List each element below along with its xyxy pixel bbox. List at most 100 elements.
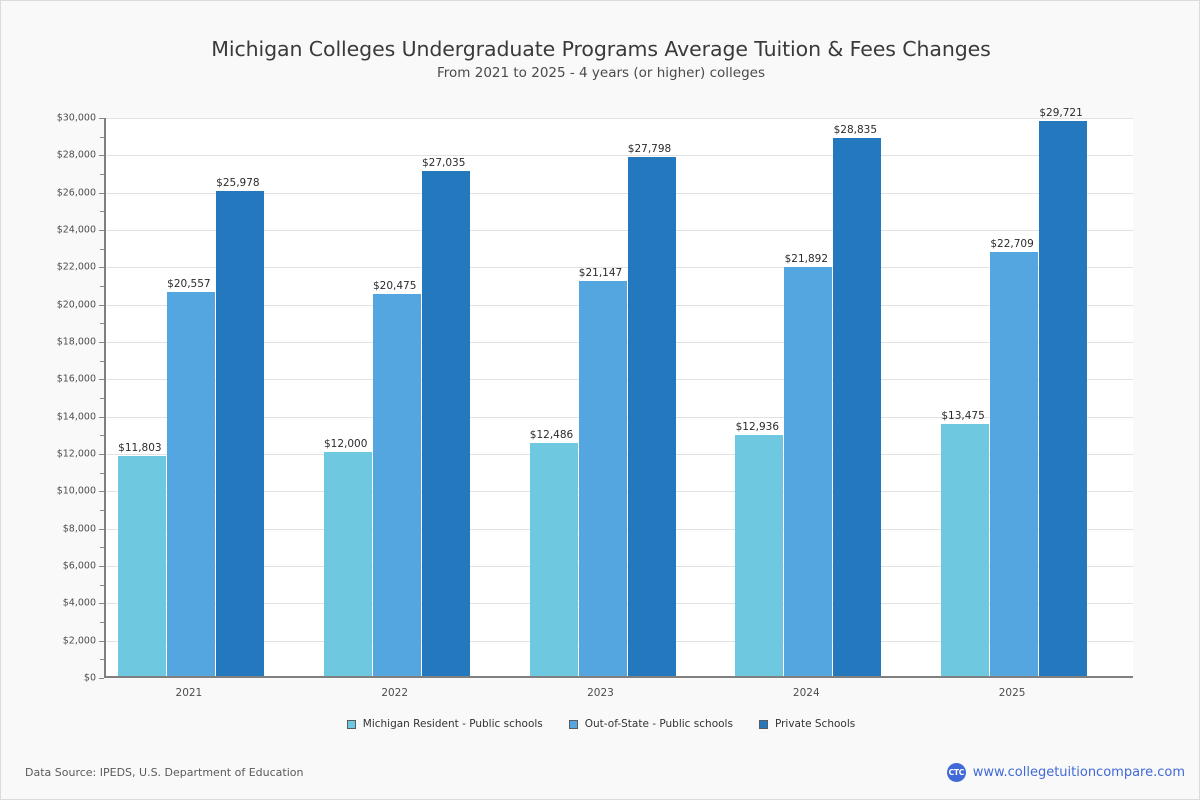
bar-value-label: $20,557 — [167, 278, 211, 291]
legend-label: Private Schools — [774, 718, 856, 730]
y-axis-tick — [99, 640, 104, 642]
y-axis-minor-tick — [100, 547, 104, 549]
x-axis-tick-label: 2024 — [792, 687, 820, 699]
y-axis-minor-tick — [100, 622, 104, 623]
y-axis-minor-tick — [100, 659, 104, 661]
page-subtitle: From 2021 to 2025 - 4 years (or higher) … — [437, 65, 765, 81]
y-axis-tick — [99, 491, 104, 493]
y-axis-tick-label: $8,000 — [62, 523, 96, 535]
legend-swatch-icon — [758, 719, 768, 729]
y-axis-tick — [99, 379, 104, 381]
bar[interactable] — [117, 455, 166, 676]
bar[interactable] — [421, 171, 470, 676]
legend-item[interactable]: Private Schools — [758, 718, 856, 730]
bar[interactable] — [627, 157, 676, 676]
bar[interactable] — [784, 267, 833, 676]
bar[interactable] — [578, 281, 627, 676]
y-axis-tick — [99, 528, 104, 530]
y-axis-tick — [99, 230, 104, 231]
legend-item[interactable]: Out-of-State - Public schools — [568, 718, 733, 730]
y-axis-tick — [99, 118, 104, 119]
y-axis-tick — [99, 342, 104, 343]
gridline — [106, 155, 1133, 157]
bar-value-label: $12,936 — [735, 420, 779, 433]
page-title: Michigan Colleges Undergraduate Programs… — [211, 37, 991, 61]
bar-value-label: $27,035 — [421, 157, 466, 170]
y-axis-tick-label: $20,000 — [56, 299, 96, 311]
y-axis-minor-tick — [100, 510, 104, 511]
x-axis-tick-label: 2025 — [998, 687, 1026, 699]
bar-value-label: $11,803 — [118, 441, 162, 454]
y-axis-minor-tick — [100, 584, 104, 586]
bar[interactable] — [1039, 121, 1088, 676]
y-axis-minor-tick — [100, 136, 104, 138]
bar[interactable] — [735, 434, 784, 676]
legend-label: Out-of-State - Public schools — [584, 718, 733, 730]
y-axis-tick-label: $22,000 — [56, 261, 96, 273]
y-axis-minor-tick — [100, 398, 104, 399]
bar-value-label: $12,486 — [529, 428, 574, 441]
gridline — [106, 192, 1133, 194]
y-axis-tick — [99, 304, 104, 306]
y-axis-tick — [99, 603, 104, 605]
y-axis-tick-label: $10,000 — [56, 485, 96, 497]
bar-value-label: $21,147 — [578, 267, 623, 280]
y-axis-tick-label: $26,000 — [56, 187, 96, 199]
y-axis-minor-tick — [100, 435, 104, 437]
gridline — [106, 118, 1133, 119]
y-axis-tick-label: $12,000 — [56, 448, 96, 460]
bar-value-label: $12,000 — [323, 438, 368, 450]
y-axis-minor-tick — [100, 248, 104, 250]
bar[interactable] — [941, 424, 990, 676]
x-axis-tick-label: 2022 — [381, 687, 409, 699]
y-axis-tick — [99, 416, 104, 418]
y-axis-minor-tick — [100, 286, 104, 287]
bar[interactable] — [372, 293, 421, 676]
y-axis-minor-tick — [100, 211, 104, 213]
bar[interactable] — [215, 191, 264, 676]
y-axis-tick-label: $6,000 — [62, 560, 96, 572]
bar-value-label: $21,892 — [784, 253, 828, 266]
bar[interactable] — [323, 452, 372, 676]
y-axis-minor-tick — [100, 174, 104, 175]
y-axis-tick-label: $18,000 — [56, 336, 96, 348]
bar[interactable] — [990, 252, 1039, 676]
bar-value-label: $27,798 — [627, 143, 672, 156]
y-axis-tick-label: $0 — [83, 672, 96, 684]
gridline — [106, 230, 1133, 231]
bar[interactable] — [833, 137, 882, 676]
bar-value-label: $28,835 — [833, 123, 877, 136]
y-axis-tick — [99, 566, 104, 567]
y-axis-minor-tick — [100, 360, 104, 362]
legend-item[interactable]: Michigan Resident - Public schools — [346, 718, 543, 730]
y-axis-tick — [99, 192, 104, 194]
bar[interactable] — [166, 292, 215, 676]
bar-value-label: $20,475 — [372, 279, 417, 292]
bar-value-label: $25,978 — [216, 177, 260, 190]
y-axis-tick-label: $28,000 — [56, 149, 96, 161]
y-axis-tick-label: $30,000 — [56, 112, 96, 124]
y-axis-tick — [99, 678, 104, 679]
y-axis-tick — [99, 155, 104, 157]
legend-swatch-icon — [346, 719, 356, 729]
y-axis-tick-label: $4,000 — [62, 597, 96, 609]
y-axis-minor-tick — [100, 323, 104, 325]
ctc-logo-icon: CTC — [946, 763, 966, 782]
brand-watermark[interactable]: CTC www.collegetuitioncompare.com — [946, 763, 1185, 782]
gridline — [106, 267, 1133, 269]
y-axis-tick-label: $24,000 — [56, 224, 96, 236]
bar-value-label: $13,475 — [941, 410, 985, 423]
data-source-note: Data Source: IPEDS, U.S. Department of E… — [25, 766, 304, 779]
x-axis-tick-label: 2023 — [587, 687, 614, 699]
y-axis-tick-label: $2,000 — [62, 635, 96, 647]
y-axis-tick-label: $14,000 — [56, 411, 96, 423]
y-axis-tick — [99, 454, 104, 455]
legend-label: Michigan Resident - Public schools — [362, 718, 543, 730]
bar-value-label: $22,709 — [990, 238, 1034, 251]
legend: Michigan Resident - Public schools Out-of… — [1, 718, 1200, 730]
y-axis-minor-tick — [100, 472, 104, 474]
brand-url-link[interactable]: www.collegetuitioncompare.com — [972, 765, 1185, 780]
bar[interactable] — [529, 442, 578, 676]
y-axis-tick — [99, 267, 104, 269]
x-axis-tick-label: 2021 — [175, 687, 203, 699]
